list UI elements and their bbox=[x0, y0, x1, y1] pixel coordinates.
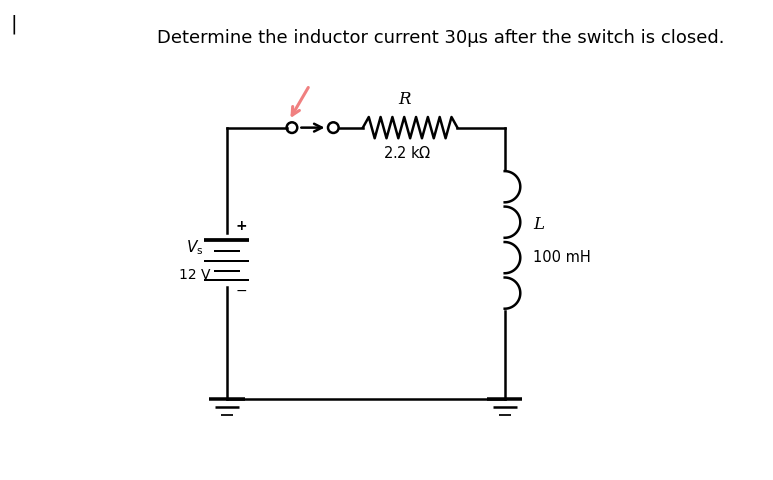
Text: 2.2 k$\Omega$: 2.2 k$\Omega$ bbox=[383, 145, 431, 161]
Text: −: − bbox=[236, 284, 247, 298]
Text: L: L bbox=[533, 216, 544, 232]
Text: 100 mH: 100 mH bbox=[533, 250, 591, 264]
Text: +: + bbox=[236, 219, 247, 233]
Text: 12 V: 12 V bbox=[179, 268, 210, 282]
Text: |: | bbox=[10, 14, 17, 34]
Text: Determine the inductor current 30μs after the switch is closed.: Determine the inductor current 30μs afte… bbox=[157, 29, 724, 47]
Text: R: R bbox=[398, 90, 410, 108]
Text: $V_{\rm s}$: $V_{\rm s}$ bbox=[186, 238, 203, 257]
